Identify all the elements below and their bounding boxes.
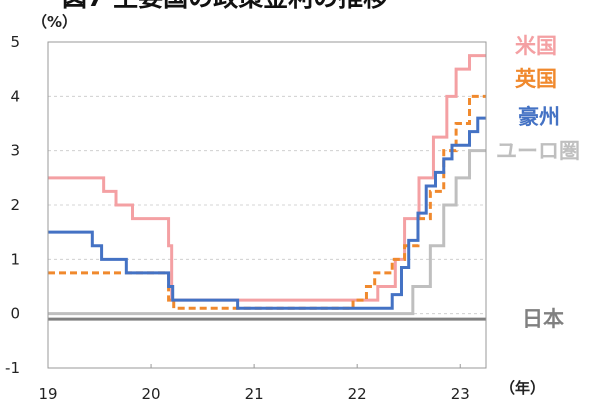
y-tick-label: 1 [10,250,20,268]
x-tick-label: 19 [38,385,57,403]
legend-label-4: 日本 [522,307,564,331]
x-tick-label: 22 [348,385,367,403]
legend-label-1: 英国 [515,67,557,91]
series-line-2 [48,116,486,310]
chart-title: 図7 主要国の政策金利の推移 [62,0,388,12]
y-tick-label: 3 [10,142,20,160]
y-axis-unit: （%） [32,13,77,31]
y-tick-label: -1 [5,359,20,377]
plot-frame [47,41,487,369]
legend-label-3: ユーロ圏 [496,139,580,163]
x-tick-label: 20 [142,385,161,403]
x-tick-label: 21 [245,385,264,403]
series-line-0 [48,54,486,302]
y-tick-label: 0 [10,305,20,323]
y-tick-label: 4 [10,87,20,105]
series-line-3 [48,149,486,316]
legend-label-2: 豪州 [518,105,560,129]
legend-label-0: 米国 [515,34,557,58]
series-line-1 [48,94,486,310]
x-axis-unit: （年） [500,379,545,397]
x-tick-label: 23 [451,385,470,403]
y-tick-label: 5 [10,33,20,51]
series-lines [48,54,486,321]
y-tick-label: 2 [10,196,20,214]
